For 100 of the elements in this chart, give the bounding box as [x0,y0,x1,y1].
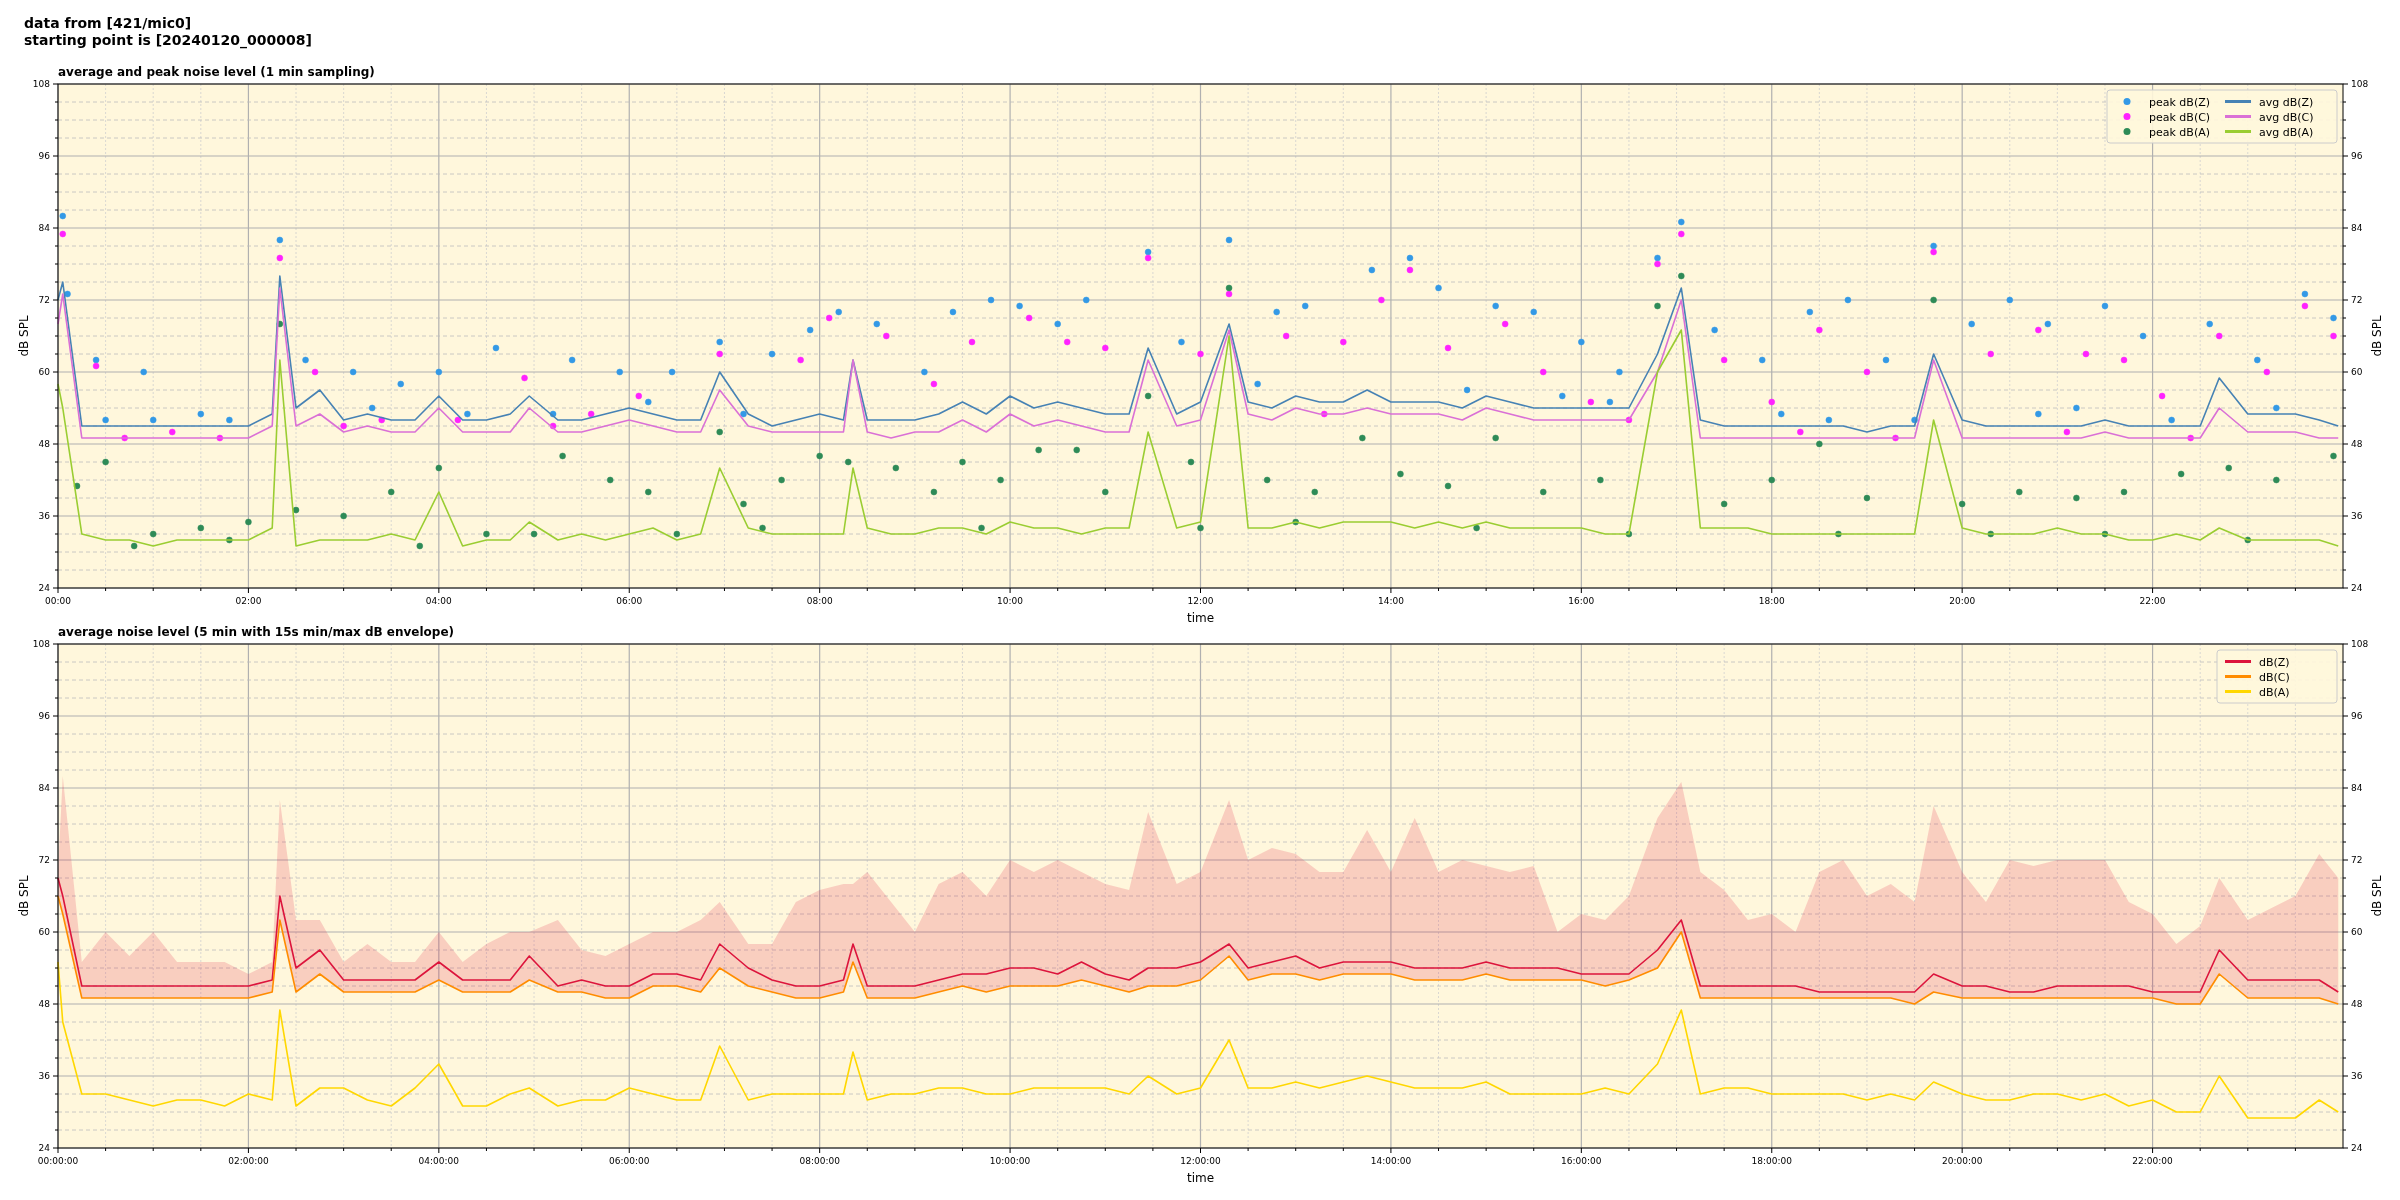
x-tick-label: 02:00:00 [228,1156,269,1166]
point [825,314,833,322]
x-tick-label: 16:00:00 [1561,1156,1602,1166]
legend-label: peak dB(A) [2149,125,2210,139]
y-tick-label: 36 [38,511,51,521]
legend-label: dB(Z) [2259,655,2290,669]
point [311,368,319,376]
y2-tick-label: 72 [2351,295,2363,305]
point [1378,296,1385,304]
point [2063,428,2071,436]
y2-tick-label: 48 [2351,999,2363,1009]
x-tick-label: 02:00 [235,596,262,606]
x-tick-label: 06:00 [616,596,643,606]
y-tick-label: 84 [38,223,51,233]
x-tick-label: 04:00 [425,596,453,606]
y2-tick-label: 108 [2351,79,2369,89]
chart-title: average and peak noise level (1 min sampling) [58,65,375,79]
y-tick-label: 60 [38,927,51,937]
point [930,380,938,388]
legend-label: dB(C) [2259,670,2290,684]
x-tick-label: 08:00:00 [799,1156,841,1166]
y-tick-label: 36 [38,1071,51,1081]
y-tick-label: 84 [38,783,51,793]
x-tick-label: 10:00:00 [989,1156,1031,1166]
point [1930,248,1937,256]
point [2215,332,2223,340]
x-tick-label: 12:00 [1187,596,1214,606]
legend-label: avg dB(C) [2259,110,2314,124]
x-tick-label: 22:00 [2139,596,2166,606]
x-tick-label: 00:00 [45,596,72,606]
y-axis-title: dB SPL [17,875,31,917]
point [1501,320,1509,328]
point [1444,344,1452,352]
point [2158,392,2166,400]
point [1720,356,1728,364]
text: starting point is [20240120_000008] [24,32,312,49]
y2-tick-label: 48 [2351,439,2363,449]
point [276,254,284,262]
y-tick-label: 108 [32,639,51,649]
y2-axis-title: dB SPL [2370,875,2384,917]
point [1225,290,1233,298]
point [2330,332,2337,340]
point [1540,368,1547,376]
y-tick-label: 48 [38,999,51,1009]
legend-label: dB(A) [2259,685,2290,699]
y2-axis-title: dB SPL [2370,315,2384,357]
y-tick-label: 24 [38,583,51,593]
x-tick-label: 22:00:00 [2132,1156,2174,1166]
point [1406,266,1414,274]
point [1197,350,1204,358]
point [1863,368,1871,376]
y-tick-label: 48 [38,439,51,449]
point [635,392,643,400]
point [521,374,528,382]
point [1102,344,1109,352]
x-tick-label: 18:00:00 [1751,1156,1793,1166]
y2-tick-label: 36 [2351,511,2363,521]
y2-tick-label: 60 [2351,927,2363,937]
x-tick-label: 14:00 [1377,596,1405,606]
y2-tick-label: 36 [2351,1071,2363,1081]
x-tick-label: 12:00:00 [1180,1156,1221,1166]
legend-label: peak dB(C) [2149,110,2211,124]
x-axis-title: time [1186,1171,1215,1185]
point [716,350,723,358]
legend-label: peak dB(Z) [2149,95,2211,109]
y2-tick-label: 96 [2351,711,2363,721]
point [1025,314,1033,322]
x-tick-label: 10:00 [997,596,1024,606]
y2-tick-label: 84 [2351,223,2363,233]
x-tick-label: 06:00:00 [609,1156,650,1166]
x-tick-label: 08:00 [806,596,833,606]
y2-tick-label: 72 [2351,855,2363,865]
point [2035,326,2042,334]
y-tick-label: 108 [32,79,51,89]
point [1063,338,1071,346]
point [797,356,804,364]
point [2082,350,2090,358]
y2-tick-label: 24 [2351,583,2363,593]
point [1678,230,1685,238]
chart-title: average noise level (5 min with 15s min/max dB envelope) [58,625,455,639]
y-tick-label: 72 [38,855,50,865]
x-axis-title: time [1186,611,1215,625]
point [587,410,595,418]
y2-tick-label: 84 [2351,783,2363,793]
x-tick-label: 04:00:00 [418,1156,460,1166]
y2-tick-label: 108 [2351,639,2369,649]
x-tick-label: 16:00 [1568,596,1595,606]
point [59,230,66,238]
point [1282,332,1290,340]
point [1816,326,1823,334]
point [883,332,890,340]
point [169,428,176,436]
x-tick-label: 20:00:00 [1941,1156,1983,1166]
x-tick-label: 00:00:00 [37,1156,79,1166]
point [2301,302,2309,310]
y-axis-title: dB SPL [17,315,31,357]
point [968,338,976,346]
point [2263,368,2271,376]
point [1797,428,1804,436]
y-tick-label: 96 [38,711,51,721]
